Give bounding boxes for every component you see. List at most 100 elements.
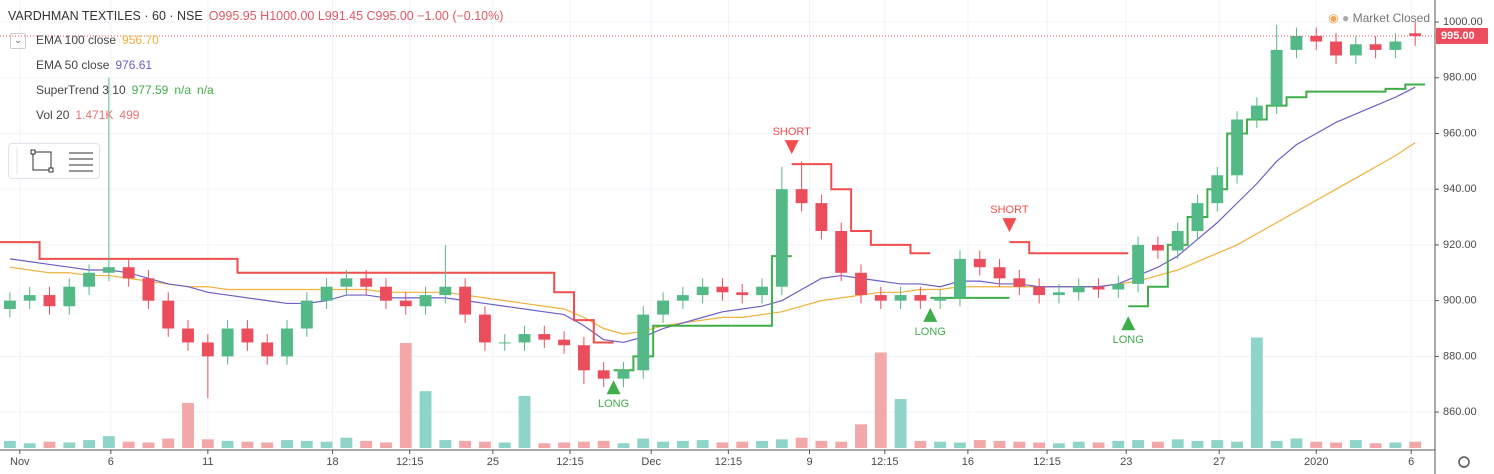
header: VARDHMAN TEXTILES · 60 · NSE O995.95 H100… — [8, 9, 503, 23]
candle-body — [63, 286, 76, 307]
candle-body — [954, 258, 966, 298]
collapse-button[interactable]: ⌄ — [10, 33, 26, 49]
volume-bar — [1151, 441, 1164, 448]
volume-bar — [63, 442, 76, 448]
volume-bar — [419, 391, 432, 448]
candle-body — [1290, 35, 1303, 50]
volume-bar — [954, 442, 966, 448]
candle-body — [874, 295, 887, 301]
volume-bar — [756, 440, 768, 448]
volume-bar — [835, 441, 848, 448]
drawing-toolbar — [8, 143, 100, 179]
legend-name: Vol 20 — [36, 108, 70, 122]
x-tick-label: 11 — [202, 456, 213, 468]
candle-body — [993, 267, 1006, 279]
candle-body — [3, 300, 16, 310]
candle-body — [1033, 286, 1046, 296]
handle — [30, 149, 36, 155]
volume-bar — [380, 442, 392, 448]
lines-tool[interactable] — [69, 152, 93, 172]
x-tick-label: 27 — [1213, 456, 1225, 468]
candle-body — [340, 278, 353, 287]
x-tick-label: Nov — [10, 456, 30, 468]
volume-bar — [696, 440, 709, 448]
volume-bar — [1171, 439, 1184, 448]
candle-body — [459, 286, 472, 315]
legend-value: 976.61 — [115, 58, 153, 72]
legend-entry: EMA 100 close 956.70 — [36, 32, 214, 57]
volume-bar — [775, 439, 788, 448]
volume-bar — [281, 440, 293, 448]
candle-body — [676, 295, 689, 301]
volume-bar — [43, 441, 56, 448]
supertrend-line — [1128, 83, 1426, 308]
volume-bar — [736, 441, 749, 448]
legend-entry: SuperTrend 3 10 977.59 n/a n/a — [36, 82, 214, 107]
volume-bar — [1013, 441, 1026, 448]
candle-body — [1171, 230, 1184, 251]
ema-line — [9, 86, 1416, 344]
candle-body — [657, 300, 670, 315]
candle-body — [617, 370, 630, 379]
handle — [48, 167, 54, 173]
y-tick-label: 920.00 — [1443, 239, 1477, 251]
candle-body — [1310, 35, 1323, 42]
candle-body — [855, 272, 867, 296]
volume-bar — [1092, 442, 1105, 448]
candle-body — [1112, 283, 1125, 290]
candle-body — [201, 342, 214, 357]
candle-body — [973, 258, 986, 268]
signal-arrow — [784, 140, 799, 155]
volume-bar — [617, 443, 630, 448]
legend: EMA 100 close 956.70 EMA 50 close 976.61 Sup… — [36, 32, 214, 132]
toolbar-icons — [16, 148, 93, 174]
candle-body — [1349, 44, 1362, 56]
x-tick-label: 2020 — [1304, 456, 1328, 468]
legend-value: 977.59 — [131, 83, 169, 97]
x-tick-label: 12:15 — [396, 456, 424, 468]
candle-body — [558, 339, 571, 346]
price-tag-label: 995.00 — [1441, 30, 1475, 42]
volume-bar — [855, 424, 867, 448]
volume-bar — [518, 395, 531, 448]
legend-value: n/a — [174, 83, 192, 97]
candle-body — [122, 267, 135, 279]
candle-body — [162, 300, 175, 329]
volume-bar — [360, 440, 373, 448]
x-tick-label: 12:15 — [556, 456, 584, 468]
volume-bar — [1052, 443, 1065, 448]
legend-entry: EMA 50 close 976.61 — [36, 57, 214, 82]
candle-body — [756, 286, 768, 296]
x-tick-label: 25 — [487, 456, 499, 468]
signal-arrow — [606, 380, 621, 395]
volume-bar — [320, 441, 333, 448]
candle-body — [1330, 41, 1342, 56]
signal-arrow — [923, 307, 938, 322]
settings-icon[interactable] — [1458, 456, 1470, 468]
market-status: ◉ ● Market Closed — [1328, 11, 1430, 25]
candle-body — [1072, 286, 1085, 293]
x-tick-label: 23 — [1120, 456, 1132, 468]
signal-label: SHORT — [773, 126, 812, 138]
candle-body — [1250, 105, 1263, 120]
volume-bar — [676, 440, 689, 448]
signal-label: SHORT — [990, 204, 1029, 216]
volume-bar — [597, 440, 610, 448]
signal-arrow — [1002, 218, 1017, 233]
candle-body — [934, 297, 947, 301]
rect-tool[interactable] — [32, 151, 52, 171]
volume-bar — [558, 442, 571, 448]
volume-bar — [1191, 440, 1204, 448]
volume-bar — [1072, 441, 1085, 448]
candle-body — [182, 328, 194, 343]
volume-bar — [498, 442, 511, 448]
volume-bar — [894, 399, 907, 448]
x-tick-label: 9 — [806, 456, 812, 468]
candle-body — [439, 286, 452, 296]
legend-name: EMA 100 close — [36, 33, 117, 47]
candle-body — [795, 189, 808, 204]
y-tick-label: 880.00 — [1443, 350, 1477, 362]
volume-bar — [538, 443, 551, 448]
candle-body — [1092, 286, 1105, 290]
ohlc-readout: O995.95 H1000.00 L991.45 C995.00 −1.00 (… — [208, 9, 504, 23]
